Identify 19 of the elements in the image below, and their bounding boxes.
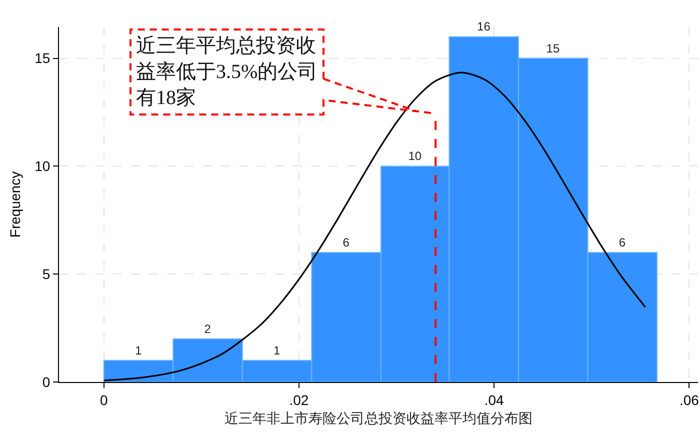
- annotation: 近三年平均总投资收益率低于3.5%的公司有18家: [136, 35, 318, 109]
- y-tick-label: 15: [34, 50, 50, 66]
- data-label: 1: [274, 343, 281, 358]
- data-label: 15: [546, 41, 560, 56]
- data-label: 16: [477, 20, 491, 34]
- x-axis-title: 近三年非上市寿险公司总投资收益率平均值分布图: [224, 410, 532, 426]
- data-label: 10: [408, 149, 422, 164]
- x-tick-label: .04: [484, 392, 504, 408]
- data-label: 6: [342, 236, 350, 250]
- x-tick-label: .06: [679, 392, 700, 408]
- data-label: 1: [135, 343, 142, 358]
- data-label: 2: [204, 322, 212, 336]
- y-tick-label: 5: [42, 266, 50, 282]
- data-label: 6: [618, 236, 626, 250]
- y-tick-label: 10: [34, 158, 50, 174]
- y-tick-label: 0: [42, 374, 50, 390]
- y-axis-title: Frequency: [7, 171, 24, 238]
- x-tick-label: 0: [100, 392, 108, 408]
- x-tick-label: .02: [289, 392, 309, 408]
